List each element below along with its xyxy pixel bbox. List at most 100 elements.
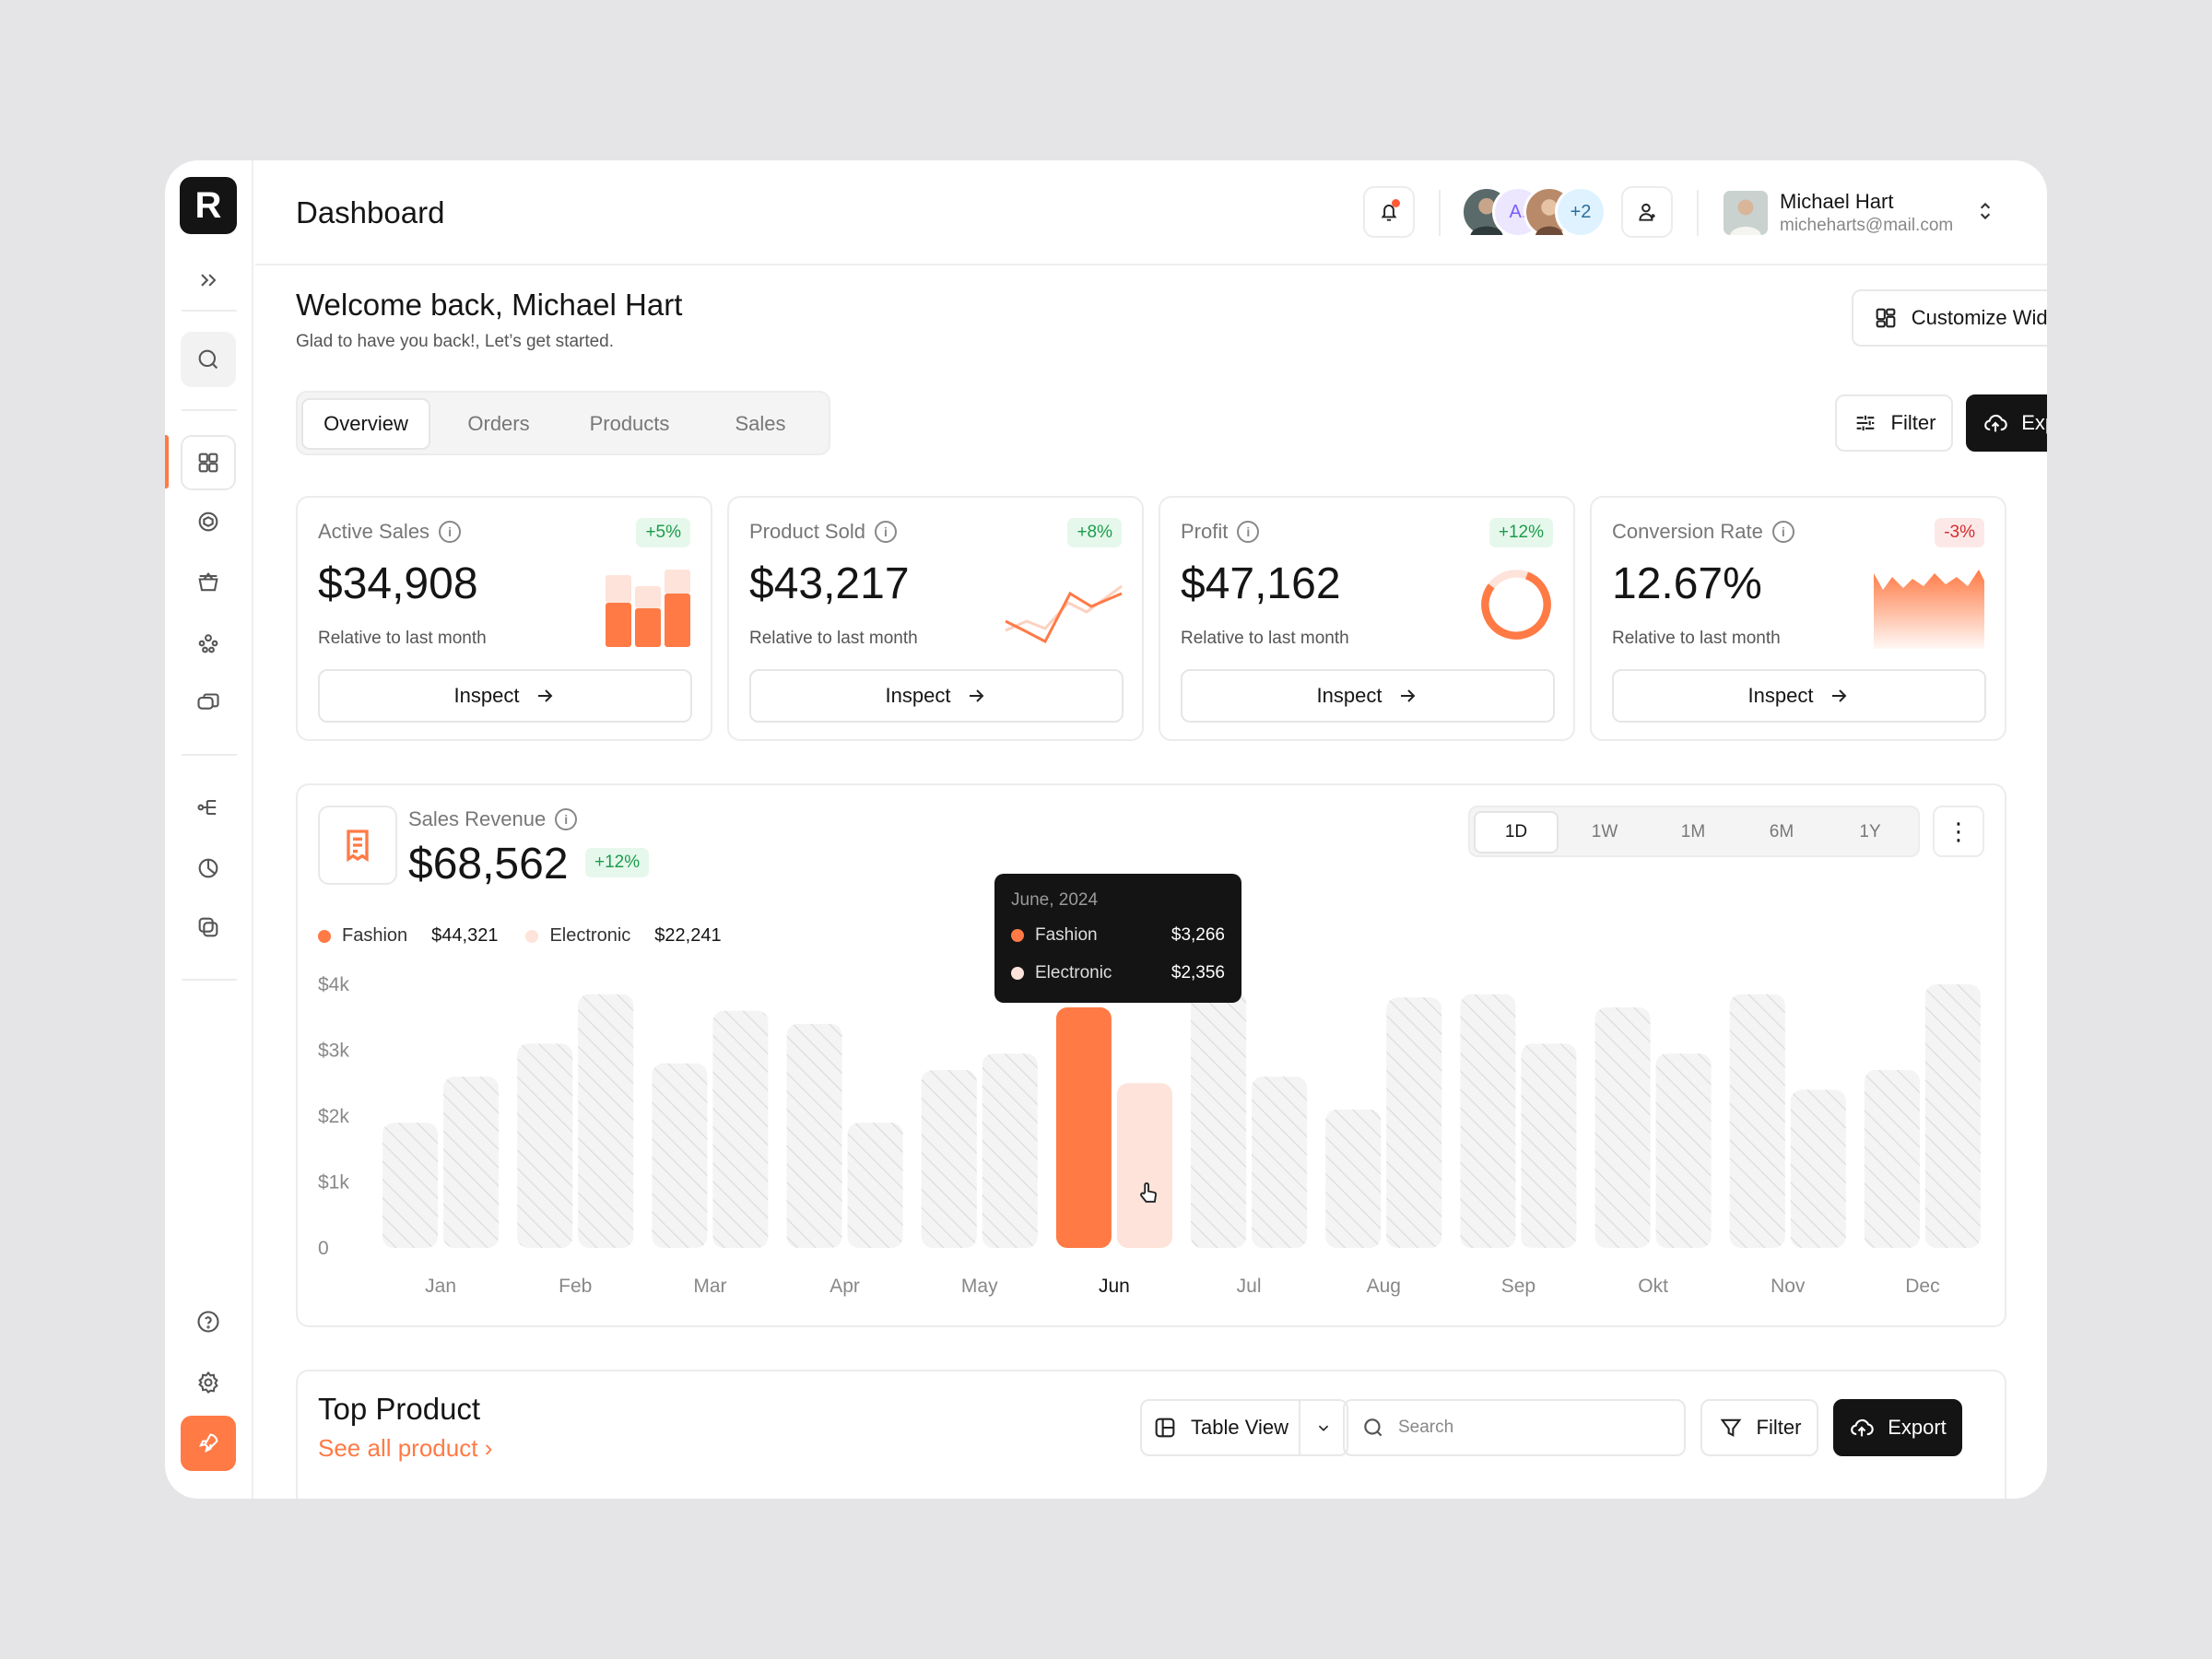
top-product-panel: Top Product See all product › Table View… — [296, 1370, 2006, 1499]
tab-overview[interactable]: Overview — [301, 398, 430, 450]
inspect-button[interactable]: Inspect — [1612, 669, 1986, 723]
info-icon[interactable]: i — [439, 521, 462, 543]
bar-fashion-dec[interactable] — [1864, 1069, 1920, 1248]
more-options-icon[interactable]: ⋮ — [1933, 806, 1984, 857]
table-view-button[interactable]: Table View — [1140, 1399, 1300, 1456]
see-all-product-link[interactable]: See all product › — [318, 1434, 493, 1462]
legend-label: Fashion — [342, 925, 408, 946]
product-filter-button[interactable]: Filter — [1700, 1399, 1818, 1456]
range-1y[interactable]: 1Y — [1859, 822, 1881, 841]
copy-icon[interactable] — [181, 900, 236, 955]
customize-widget-button[interactable]: Customize Widget — [1852, 289, 2047, 347]
bar-fashion-sep[interactable] — [1460, 994, 1516, 1248]
bar-fashion-nov[interactable] — [1729, 994, 1785, 1248]
user-avatar[interactable] — [1721, 188, 1771, 238]
app-logo[interactable]: R — [180, 177, 237, 234]
filter-button[interactable]: Filter — [1835, 394, 1953, 452]
search-icon[interactable] — [181, 332, 236, 387]
avatar[interactable] — [1461, 186, 1512, 238]
view-dropdown-button[interactable] — [1299, 1399, 1348, 1456]
search-icon — [1364, 1418, 1382, 1437]
range-1m[interactable]: 1M — [1680, 822, 1706, 841]
receipt-icon — [318, 806, 397, 885]
card-value: $34,908 — [318, 559, 478, 608]
add-user-button[interactable] — [1621, 186, 1673, 238]
bar-electronic-jul[interactable] — [1252, 1077, 1308, 1248]
legend-value: $44,321 — [431, 925, 499, 946]
bar-electronic-apr[interactable] — [847, 1123, 903, 1248]
bar-electronic-dec[interactable] — [1924, 984, 1981, 1248]
export-button[interactable]: Export — [1966, 394, 2047, 452]
bar-electronic-feb[interactable] — [578, 994, 634, 1248]
sales-revenue-chart: 0 $1k $2k $3k $4k Jan Feb Mar Apr May Jun Jul Aug Sep… — [318, 974, 1981, 1297]
bar-electronic-jun[interactable] — [1116, 1083, 1172, 1248]
y-tick-label: $3k — [318, 1041, 349, 1062]
info-icon[interactable]: i — [1771, 521, 1794, 543]
info-icon[interactable]: i — [1237, 521, 1260, 543]
notification-button[interactable] — [1363, 186, 1415, 238]
users-icon[interactable] — [181, 616, 236, 671]
box-icon[interactable] — [181, 494, 236, 549]
search-input[interactable]: Search — [1343, 1399, 1686, 1456]
product-export-button[interactable]: Export — [1833, 1399, 1962, 1456]
change-badge: +5% — [636, 518, 690, 547]
rocket-icon[interactable] — [181, 1416, 236, 1471]
chat-icon[interactable] — [181, 677, 236, 732]
settings-icon[interactable] — [181, 1355, 236, 1410]
user-name[interactable]: Michael Hart — [1780, 190, 1894, 213]
bar-electronic-may[interactable] — [982, 1053, 1038, 1248]
tooltip-row: Electronic $2,356 — [1011, 963, 1225, 983]
inspect-button[interactable]: Inspect — [749, 669, 1124, 723]
info-icon[interactable]: i — [555, 808, 578, 830]
bar-electronic-jan[interactable] — [443, 1077, 500, 1248]
tab-products[interactable]: Products — [589, 412, 670, 435]
y-tick-label: $2k — [318, 1106, 349, 1127]
revenue-title: Sales Revenue i — [408, 807, 578, 831]
cloud-upload-icon — [1851, 1418, 1874, 1437]
top-product-title: Top Product — [318, 1392, 481, 1426]
avatar-more-count[interactable]: +2 — [1555, 186, 1606, 238]
range-1d[interactable]: 1D — [1474, 811, 1559, 853]
bar-electronic-mar[interactable] — [712, 1010, 769, 1248]
change-badge: -3% — [1935, 518, 1984, 547]
x-tick-label: Feb — [559, 1276, 592, 1297]
bar-fashion-aug[interactable] — [1325, 1109, 1382, 1248]
bar-fashion-jul[interactable] — [1191, 991, 1247, 1248]
dashboard-icon[interactable] — [181, 435, 236, 490]
welcome-subtitle: Glad to have you back!, Let’s get starte… — [296, 332, 615, 351]
x-tick-label: Aug — [1367, 1276, 1401, 1297]
bar-electronic-sep[interactable] — [1521, 1043, 1577, 1248]
info-icon[interactable]: i — [874, 521, 897, 543]
tab-orders[interactable]: Orders — [467, 412, 530, 435]
bar-fashion-feb[interactable] — [517, 1043, 573, 1248]
x-tick-label: Jan — [425, 1276, 456, 1297]
card-value: 12.67% — [1612, 559, 1762, 608]
bar-fashion-okt[interactable] — [1594, 1007, 1651, 1248]
x-tick-label: Jun — [1099, 1276, 1130, 1297]
x-tick-label: Sep — [1501, 1276, 1535, 1297]
bar-electronic-okt[interactable] — [1655, 1053, 1712, 1248]
bar-electronic-aug[interactable] — [1386, 997, 1442, 1248]
card-relative: Relative to last month — [1612, 629, 1781, 648]
inspect-button[interactable]: Inspect — [1181, 669, 1555, 723]
bar-fashion-jun[interactable] — [1055, 1007, 1112, 1248]
inspect-button[interactable]: Inspect — [318, 669, 692, 723]
workflow-icon[interactable] — [181, 780, 236, 835]
expand-sidebar-icon[interactable] — [181, 253, 236, 308]
basket-icon[interactable] — [181, 555, 236, 610]
pie-chart-icon[interactable] — [181, 841, 236, 896]
chevron-up-down-icon[interactable] — [1973, 199, 1997, 228]
range-6m[interactable]: 6M — [1769, 822, 1794, 841]
bar-fashion-jan[interactable] — [382, 1123, 439, 1248]
x-tick-label: Nov — [1771, 1276, 1806, 1297]
bar-electronic-nov[interactable] — [1790, 1089, 1846, 1248]
help-icon[interactable] — [181, 1294, 236, 1349]
range-1w[interactable]: 1W — [1591, 822, 1618, 841]
card-value: $47,162 — [1181, 559, 1341, 608]
stat-card-conversion-rate: Conversion Rate i -3% 12.67% Relative to … — [1590, 496, 2006, 741]
main-content: Dashboard A. +2 Michael Hart micheh — [255, 160, 2047, 1499]
bar-fashion-mar[interactable] — [652, 1063, 708, 1248]
bar-fashion-apr[interactable] — [786, 1023, 842, 1248]
bar-fashion-may[interactable] — [921, 1069, 977, 1248]
tab-sales[interactable]: Sales — [735, 412, 786, 435]
